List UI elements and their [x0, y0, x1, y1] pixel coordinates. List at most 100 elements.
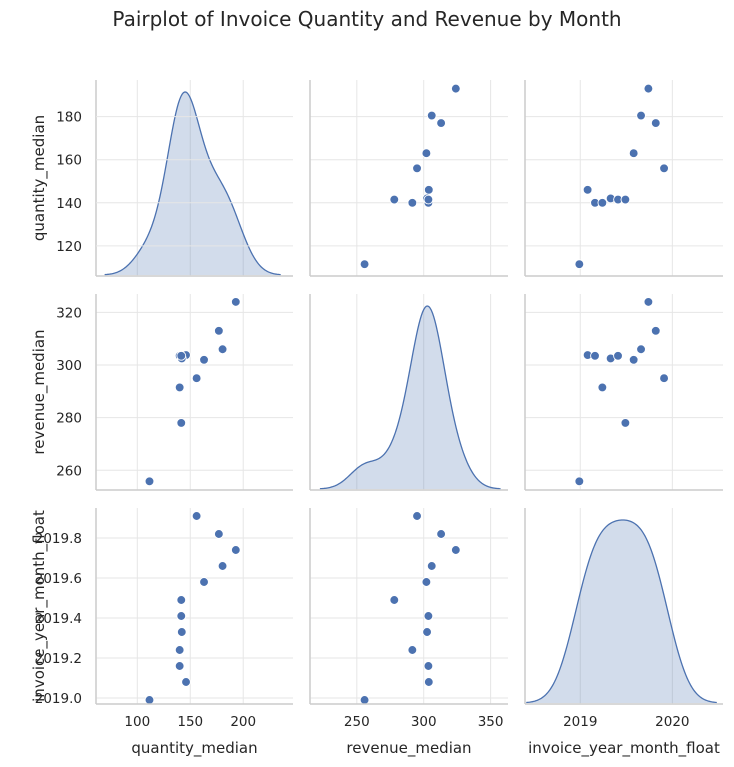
- scatter-point: [659, 163, 669, 174]
- scatter-point: [650, 118, 661, 128]
- scatter-point: [590, 350, 600, 361]
- kde-curve-quantity_median: [104, 91, 281, 276]
- scatter-point: [176, 627, 187, 637]
- scatter-point: [643, 297, 654, 307]
- y-tick-label: 2019.2: [35, 651, 82, 667]
- scatter-point: [421, 148, 432, 159]
- scatter-point: [199, 354, 209, 365]
- y-tick-label: 260: [56, 463, 82, 479]
- scatter-point: [214, 325, 224, 336]
- scatter-point: [144, 695, 155, 705]
- scatter-point: [230, 545, 241, 555]
- scatter-point: [628, 148, 639, 159]
- scatter-point: [389, 595, 400, 605]
- kde-area-revenue_median: [319, 306, 501, 489]
- y-tick-label: 2019.8: [35, 531, 82, 547]
- scatter-point: [450, 83, 461, 94]
- panel-revenue_median-vs-revenue_median: [309, 294, 508, 491]
- scatter-point: [199, 577, 209, 587]
- scatter-point: [174, 382, 185, 393]
- scatter-point: [144, 476, 155, 487]
- figure-title: Pairplot of Invoice Quantity and Revenue…: [112, 7, 621, 31]
- scatter-point: [407, 645, 418, 655]
- x-tick-label: 250: [344, 714, 370, 730]
- scatter-point: [597, 197, 608, 208]
- scatter-point: [574, 476, 585, 487]
- scatter-point: [423, 661, 434, 671]
- scatter-point: [450, 545, 461, 555]
- kde-area-quantity_median: [104, 92, 281, 275]
- x-axis-label: revenue_median: [346, 739, 471, 758]
- x-tick-label: 100: [124, 714, 150, 730]
- scatter-point: [412, 511, 422, 521]
- scatter-point: [426, 110, 437, 121]
- scatter-point: [407, 197, 418, 208]
- x-tick-label: 2020: [655, 714, 689, 730]
- scatter-point: [217, 344, 228, 355]
- scatter-point: [620, 418, 631, 428]
- y-tick-label: 2019.6: [35, 571, 82, 587]
- x-tick-label: 150: [177, 714, 203, 730]
- panel-grid: 120 140 160 180 quantity_median 260 280 300 320 r…: [30, 80, 723, 758]
- x-tick-label: 200: [230, 714, 256, 730]
- panel-revenue_median-vs-quantity_median: 260 280 300 320 revenue_median: [30, 294, 293, 491]
- scatter-point: [426, 561, 437, 571]
- y-tick-label: 140: [56, 196, 82, 212]
- scatter-point: [636, 110, 646, 121]
- scatter-point: [423, 194, 434, 205]
- scatter-point: [423, 677, 434, 687]
- scatter-point: [217, 561, 228, 571]
- x-tick-label: 300: [411, 714, 437, 730]
- scatter-point: [191, 373, 202, 384]
- y-tick-label: 300: [56, 358, 82, 374]
- y-tick-label: 2019.4: [35, 611, 82, 627]
- scatter-point: [176, 595, 187, 605]
- y-tick-label: 2019.0: [35, 691, 82, 707]
- y-axis-label: invoice_year_month_float: [30, 510, 49, 702]
- scatter-point: [389, 194, 400, 205]
- scatter-point: [597, 382, 608, 393]
- x-axis-label: invoice_year_month_float: [528, 739, 720, 758]
- x-tick-label: 350: [478, 714, 504, 730]
- scatter-point: [181, 677, 191, 687]
- scatter-point: [613, 350, 623, 361]
- scatter-point: [636, 344, 646, 355]
- scatter-point: [412, 163, 422, 174]
- y-tick-label: 320: [56, 305, 82, 321]
- scatter-point: [230, 297, 241, 307]
- scatter-point: [421, 577, 432, 587]
- panel-quantity_median-vs-revenue_median: [309, 80, 508, 277]
- scatter-point: [628, 354, 639, 365]
- scatter-point: [423, 611, 434, 621]
- kde-area-invoice_year_month_float: [526, 520, 717, 703]
- scatter-point: [620, 194, 631, 205]
- scatter-point: [174, 645, 185, 655]
- y-tick-label: 280: [56, 411, 82, 427]
- panel-invoice_year_month_float-vs-invoice_year_month_float: 2019 2020 invoice_year_month_float: [524, 508, 723, 758]
- scatter-point: [174, 661, 185, 671]
- y-tick-label: 160: [56, 153, 82, 169]
- scatter-point: [436, 529, 446, 539]
- y-tick-label: 180: [56, 110, 82, 126]
- scatter-point: [176, 611, 187, 621]
- kde-curve-invoice_year_month_float: [526, 519, 717, 704]
- scatter-point: [359, 695, 370, 705]
- x-tick-label: 2019: [563, 714, 597, 730]
- scatter-point: [650, 325, 661, 336]
- scatter-point: [659, 373, 669, 384]
- x-axis-label: quantity_median: [131, 739, 257, 758]
- scatter-point: [422, 627, 432, 637]
- y-axis-label: revenue_median: [30, 329, 49, 454]
- panel-quantity_median-vs-quantity_median: 120 140 160 180 quantity_median: [30, 80, 293, 277]
- scatter-point: [176, 418, 187, 428]
- panel-invoice_year_month_float-vs-quantity_median: 2019.0 2019.2 2019.4 2019.6 2019.8 100 150 200 q…: [30, 508, 293, 758]
- scatter-point: [582, 185, 593, 195]
- y-axis-label: quantity_median: [30, 115, 49, 241]
- scatter-point: [574, 259, 585, 270]
- y-tick-label: 120: [56, 239, 82, 255]
- scatter-point: [191, 511, 202, 521]
- panel-quantity_median-vs-invoice_year_month_float: [524, 80, 723, 277]
- panel-invoice_year_month_float-vs-revenue_median: 250 300 350 revenue_median: [309, 508, 508, 758]
- scatter-point: [359, 259, 370, 270]
